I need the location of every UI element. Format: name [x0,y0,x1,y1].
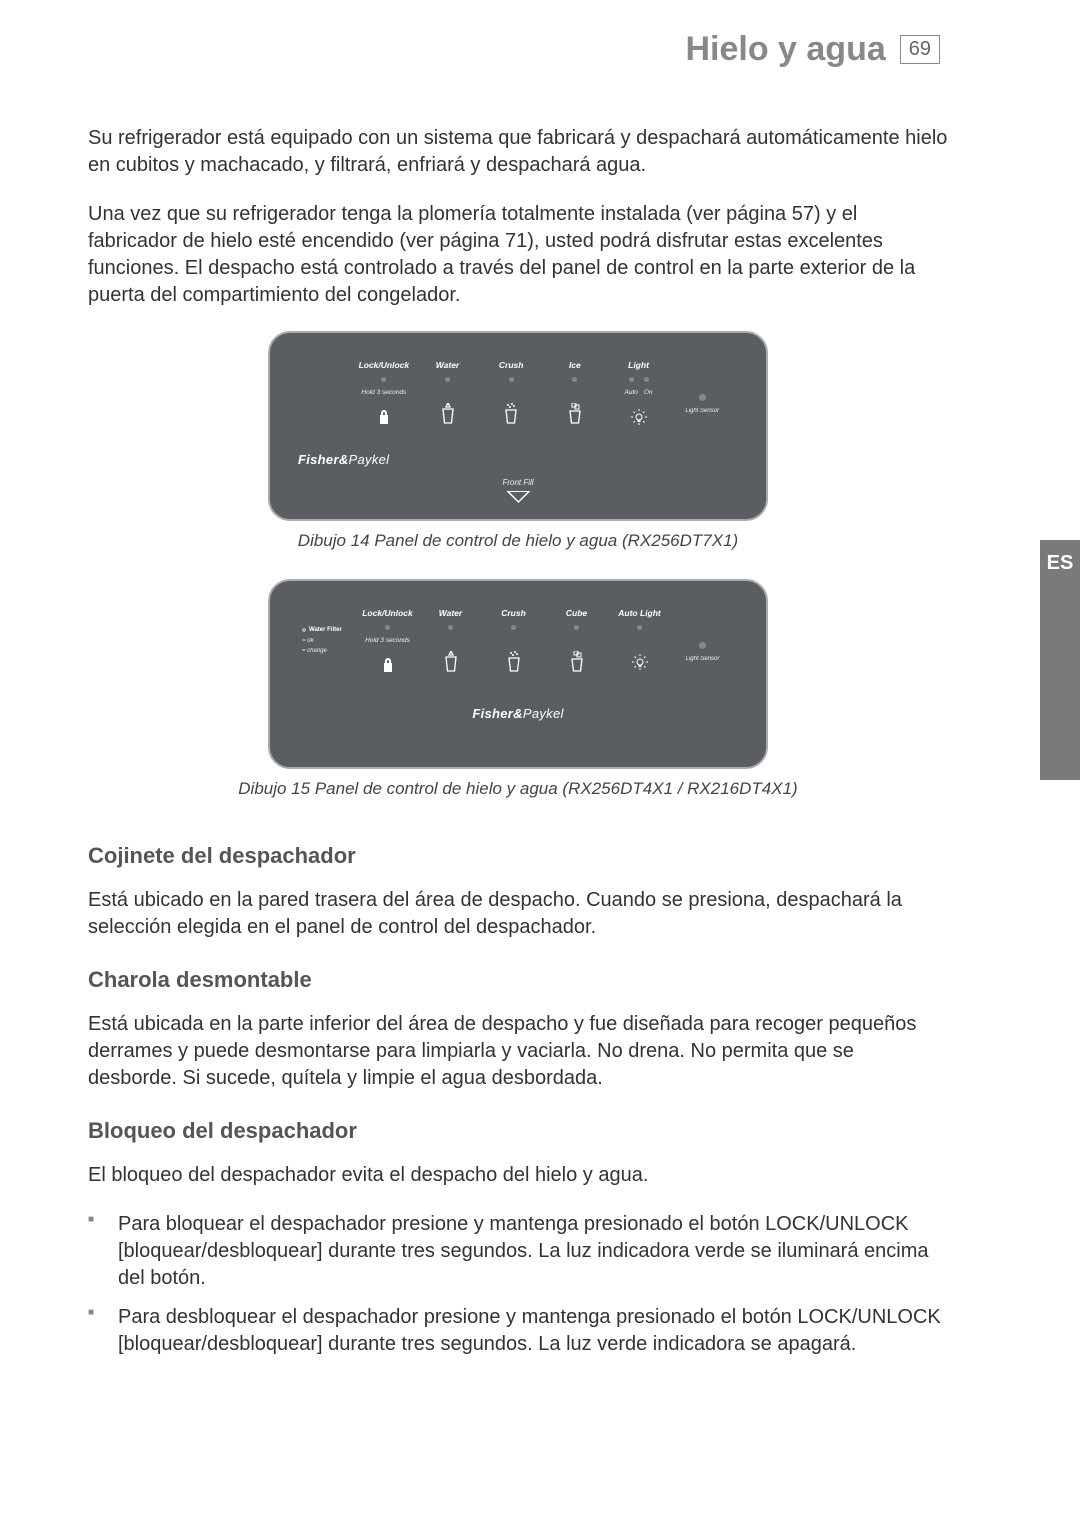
water-filter-label: Water Filter [302,627,342,634]
dot-icon [381,377,386,382]
sensor-dot-icon [699,394,706,401]
section-3-bullets: Para bloquear el despachador presione y … [88,1211,948,1358]
panel-2-wrap: Water Filter = ok = change Lock/Unlock H… [88,579,948,817]
panel-1-wrap: Lock/Unlock Hold 3 seconds Water Crush [88,331,948,569]
cube-label: Cube [566,609,587,618]
autolight-label: Auto Light [618,609,660,618]
brand-b: Paykel [349,452,390,467]
dot-icon [629,377,634,382]
light-sub-row: Auto On [625,389,653,396]
autolight-col: Auto Light [608,609,671,675]
bullet-1: Para bloquear el despachador presione y … [88,1211,948,1292]
wf-change: = change [302,648,327,654]
crush-cup-icon [503,649,525,675]
bulb-icon [628,404,650,430]
page-number: 69 [900,35,940,64]
crush-label: Crush [501,609,526,618]
dot-icon [574,625,579,630]
page-header: Hielo y agua 69 [685,30,940,69]
page-content: Su refrigerador está equipado con un sis… [88,125,948,1370]
bulb-icon [629,649,651,675]
wf-ok: = ok [302,638,314,644]
cube-col: Cube [545,609,608,675]
water-col: Water [419,609,482,675]
dot-icon [509,377,514,382]
ice-label: Ice [569,361,581,370]
light-label: Light [628,361,649,370]
control-panel-2: Water Filter = ok = change Lock/Unlock H… [268,579,768,769]
triangle-down-icon [506,491,530,503]
dot-icon [637,625,642,630]
lock-label: Lock/Unlock [359,361,410,370]
lock-sub: Hold 3 seconds [365,637,410,644]
crush-cup-icon [500,401,522,427]
lock-col: Lock/Unlock Hold 3 seconds [356,609,419,678]
light-col: Light Auto On [607,361,671,430]
water-col: Water [416,361,480,427]
ice-col: Ice [543,361,607,427]
lock-label: Lock/Unlock [362,609,413,618]
lock-icon [373,404,395,430]
cube-cup-icon [566,649,588,675]
control-panel-1: Lock/Unlock Hold 3 seconds Water Crush [268,331,768,521]
dot-icon [644,377,649,382]
lock-sub: Hold 3 seconds [361,389,406,396]
language-tab: ES [1040,540,1080,780]
crush-label: Crush [499,361,524,370]
lock-col: Lock/Unlock Hold 3 seconds [352,361,416,430]
dot-icon [572,377,577,382]
lock-icon [377,652,399,678]
water-filter-col: Water Filter = ok = change [302,627,356,654]
sensor-dot-icon [699,642,706,649]
front-fill: Front Fill [502,478,533,503]
water-cup-icon [437,401,459,427]
section-1-body: Está ubicado en la pared trasera del áre… [88,887,948,941]
brand-a: Fisher& [298,452,349,467]
intro-para-1: Su refrigerador está equipado con un sis… [88,125,948,179]
brand-logo: Fisher&Paykel [298,452,389,467]
water-cup-icon [440,649,462,675]
light-auto: Auto [625,389,638,396]
section-1-heading: Cojinete del despachador [88,843,948,869]
dot-icon [445,377,450,382]
dot-icon [511,625,516,630]
crush-col: Crush [479,361,543,427]
dot-icon [448,625,453,630]
brand-a: Fisher& [472,706,523,721]
ice-cup-icon [564,401,586,427]
intro-para-2: Una vez que su refrigerador tenga la plo… [88,201,948,309]
light-sensor-label: Light Sensor [685,408,719,414]
brand-b: Paykel [523,706,564,721]
section-3-body: El bloqueo del despachador evita el desp… [88,1162,948,1189]
panel-2-caption: Dibujo 15 Panel de control de hielo y ag… [238,779,797,799]
section-2-body: Está ubicada en la parte inferior del ár… [88,1011,948,1092]
light-sensor-label: Light Sensor [686,656,720,662]
page-title: Hielo y agua [685,30,885,69]
dot-icon [385,625,390,630]
sensor-col: Light Sensor [670,391,734,414]
panel-1-bottom: Fisher&Paykel Front Fill [292,452,744,467]
light-dots [629,374,649,385]
crush-col: Crush [482,609,545,675]
panel-2-row: Water Filter = ok = change Lock/Unlock H… [292,609,744,678]
water-label: Water [439,609,462,618]
light-on: On [644,389,653,396]
panel-1-row: Lock/Unlock Hold 3 seconds Water Crush [342,361,744,430]
water-label: Water [436,361,459,370]
brand-logo: Fisher&Paykel [472,706,563,721]
panel-1-caption: Dibujo 14 Panel de control de hielo y ag… [298,531,738,551]
section-2-heading: Charola desmontable [88,967,948,993]
sensor-col: Light Sensor [671,639,734,662]
bullet-2: Para desbloquear el despachador presione… [88,1304,948,1358]
front-fill-label: Front Fill [502,478,533,487]
section-3-heading: Bloqueo del despachador [88,1118,948,1144]
